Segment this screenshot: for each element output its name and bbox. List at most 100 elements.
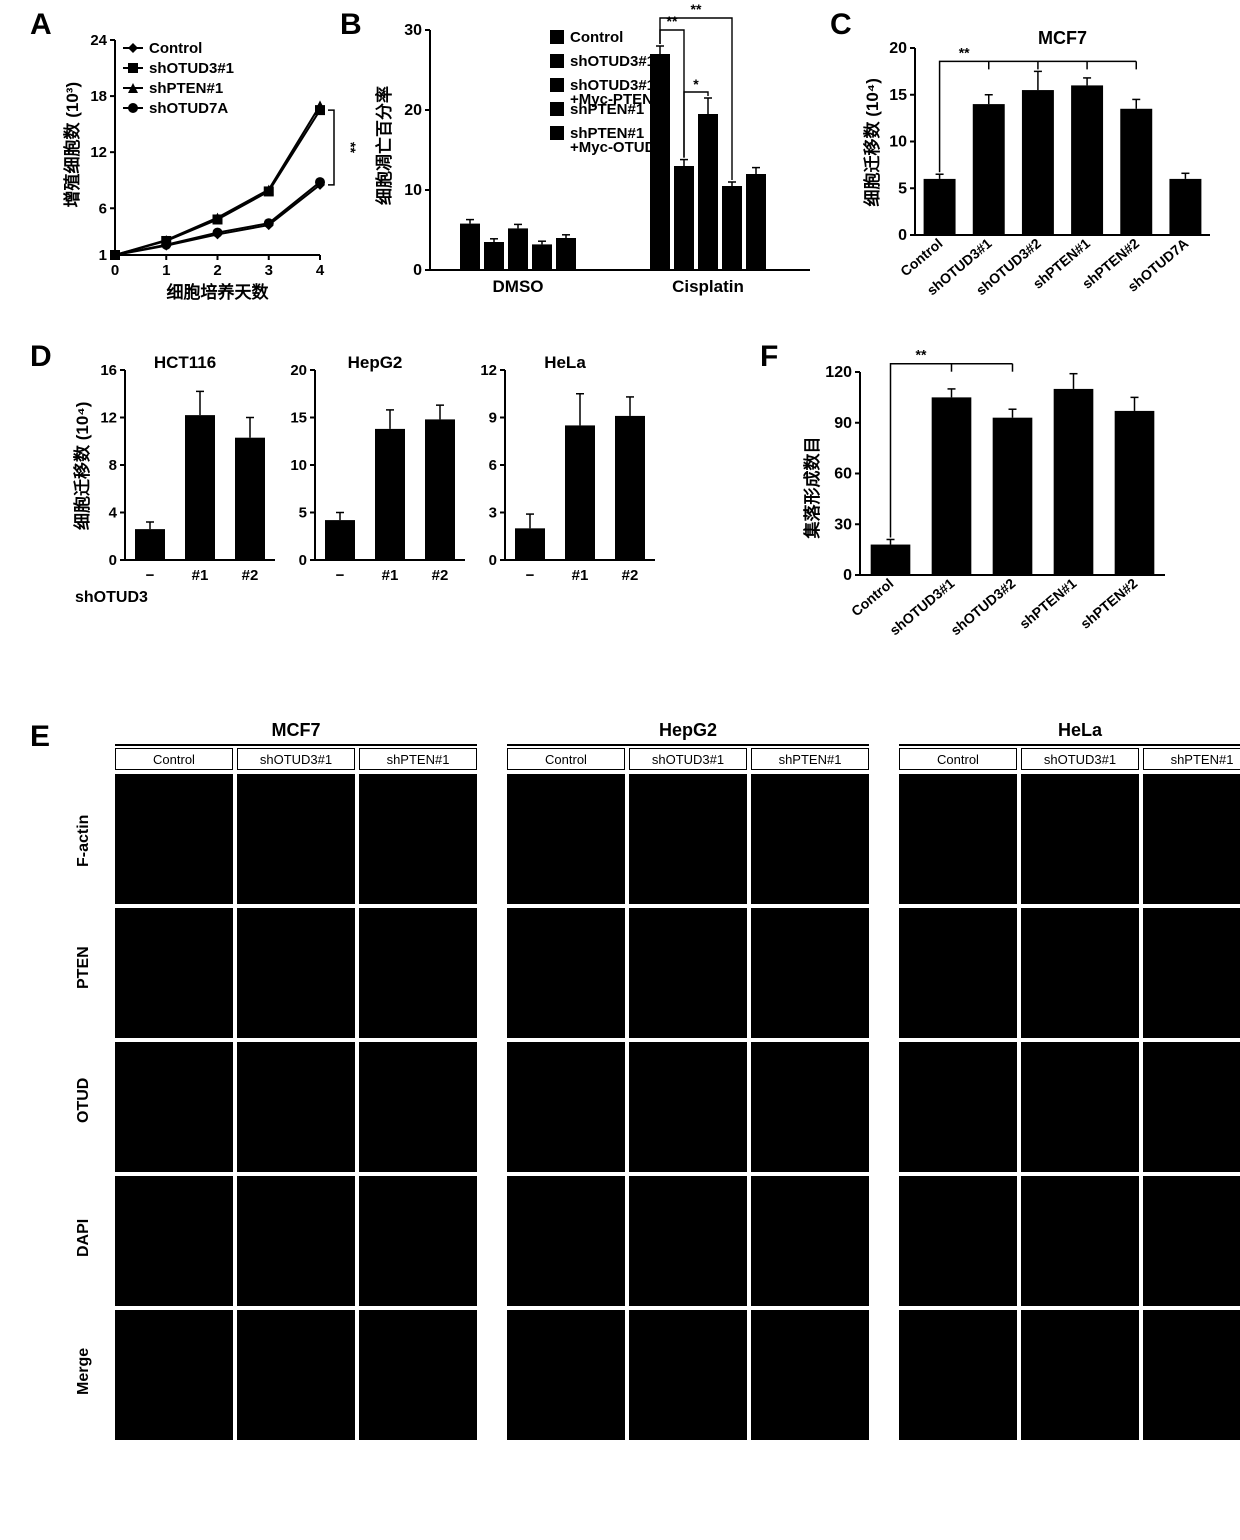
micrograph-cell xyxy=(237,774,355,904)
svg-text:#2: #2 xyxy=(242,567,259,584)
micrograph-cell xyxy=(751,908,869,1038)
row-label: OTUD xyxy=(75,1078,93,1123)
column-header: shPTEN#1 xyxy=(359,748,477,770)
micrograph-cell xyxy=(751,1042,869,1172)
svg-text:HCT116: HCT116 xyxy=(154,353,216,372)
svg-text:120: 120 xyxy=(825,364,852,381)
svg-text:细胞培养天数: 细胞培养天数 xyxy=(167,282,270,302)
cellline-title: HeLa xyxy=(899,720,1240,741)
svg-text:10: 10 xyxy=(404,182,422,199)
svg-text:3: 3 xyxy=(265,262,273,279)
svg-text:−: − xyxy=(526,567,535,584)
panel-d-bar-charts: 细胞迁移数 (10⁴)0481216HCT116−#1#205101520Hep… xyxy=(70,350,710,640)
panel-a-line-chart: 1612182401234增殖细胞数 (10³)细胞培养天数ControlshO… xyxy=(60,30,330,310)
svg-text:15: 15 xyxy=(889,87,907,104)
svg-text:Control: Control xyxy=(570,29,623,46)
svg-text:0: 0 xyxy=(489,552,497,569)
panel-f-bar-chart: 0306090120集落形成数目ControlshOTUD3#1shOTUD3#… xyxy=(800,350,1180,670)
micrograph-cell xyxy=(1021,1042,1139,1172)
micrograph-cell xyxy=(1143,774,1240,904)
micrograph-cell xyxy=(237,1042,355,1172)
panel-label-b: B xyxy=(340,8,362,42)
svg-text:细胞迁移数 (10⁴): 细胞迁移数 (10⁴) xyxy=(862,78,882,206)
svg-text:细胞凋亡百分率: 细胞凋亡百分率 xyxy=(374,86,394,205)
svg-text:20: 20 xyxy=(404,102,422,119)
svg-text:8: 8 xyxy=(109,457,117,474)
svg-text:shPTEN#1: shPTEN#1 xyxy=(1016,575,1079,632)
micrograph-cell xyxy=(629,1310,747,1440)
micrograph-cell xyxy=(629,908,747,1038)
svg-text:shOTUD3#2: shOTUD3#2 xyxy=(947,575,1018,638)
svg-text:0: 0 xyxy=(111,262,119,279)
panel-label-e: E xyxy=(30,720,50,754)
svg-text:集落形成数目: 集落形成数目 xyxy=(802,437,822,540)
micrograph-cell xyxy=(359,1176,477,1306)
svg-text:6: 6 xyxy=(489,457,497,474)
panel-e-micrograph-grid: MCF7ControlshOTUD3#1shPTEN#1HepG2Control… xyxy=(55,720,1225,1520)
column-header: shOTUD3#1 xyxy=(629,748,747,770)
row-label: DAPI xyxy=(75,1219,93,1257)
svg-text:*: * xyxy=(693,76,699,92)
row-label: F-actin xyxy=(75,815,93,867)
panel-c-bar-chart: 05101520细胞迁移数 (10⁴)MCF7ControlshOTUD3#1s… xyxy=(860,20,1220,330)
svg-text:2: 2 xyxy=(213,262,221,279)
svg-text:60: 60 xyxy=(834,466,852,483)
cellline-title: HepG2 xyxy=(507,720,869,741)
micrograph-cell xyxy=(751,1310,869,1440)
svg-text:5: 5 xyxy=(898,180,907,197)
svg-text:−: − xyxy=(146,567,155,584)
svg-text:90: 90 xyxy=(834,415,852,432)
panel-label-d: D xyxy=(30,340,52,374)
svg-text:**: ** xyxy=(959,44,970,60)
svg-text:12: 12 xyxy=(480,362,497,379)
svg-text:16: 16 xyxy=(100,362,117,379)
svg-text:shOTUD3: shOTUD3 xyxy=(75,589,148,606)
svg-text:0: 0 xyxy=(898,227,907,244)
svg-text:增殖细胞数 (10³): 增殖细胞数 (10³) xyxy=(62,82,82,208)
svg-text:**: ** xyxy=(667,13,678,29)
micrograph-cell xyxy=(1021,774,1139,904)
svg-text:4: 4 xyxy=(109,505,118,522)
micrograph-cell xyxy=(115,1310,233,1440)
panel-label-c: C xyxy=(830,8,852,42)
svg-text:shPTEN#1: shPTEN#1 xyxy=(570,101,644,118)
column-header: shPTEN#1 xyxy=(751,748,869,770)
svg-text:#1: #1 xyxy=(382,567,399,584)
svg-text:20: 20 xyxy=(290,362,307,379)
svg-text:**: ** xyxy=(343,142,359,153)
svg-text:4: 4 xyxy=(316,262,325,279)
svg-text:24: 24 xyxy=(90,32,107,49)
svg-text:6: 6 xyxy=(99,200,107,217)
svg-text:**: ** xyxy=(691,1,702,17)
micrograph-cell xyxy=(629,1176,747,1306)
svg-text:1: 1 xyxy=(99,247,107,264)
micrograph-cell xyxy=(507,1042,625,1172)
micrograph-cell xyxy=(237,1310,355,1440)
svg-text:shOTUD3#1: shOTUD3#1 xyxy=(570,53,655,70)
micrograph-cell xyxy=(899,1042,1017,1172)
svg-text:5: 5 xyxy=(299,505,307,522)
svg-text:30: 30 xyxy=(404,22,422,39)
micrograph-cell xyxy=(507,774,625,904)
micrograph-cell xyxy=(751,774,869,904)
svg-text:0: 0 xyxy=(413,262,422,279)
svg-text:shOTUD3#1: shOTUD3#1 xyxy=(149,60,234,77)
micrograph-cell xyxy=(1021,908,1139,1038)
micrograph-cell xyxy=(629,774,747,904)
micrograph-cell xyxy=(359,908,477,1038)
svg-text:9: 9 xyxy=(489,410,497,427)
svg-text:shPTEN#2: shPTEN#2 xyxy=(1077,575,1140,632)
svg-text:30: 30 xyxy=(834,516,852,533)
svg-text:#2: #2 xyxy=(622,567,639,584)
micrograph-cell xyxy=(1143,1042,1240,1172)
micrograph-cell xyxy=(899,908,1017,1038)
column-header: Control xyxy=(507,748,625,770)
micrograph-cell xyxy=(115,1176,233,1306)
svg-text:10: 10 xyxy=(290,457,307,474)
panel-label-a: A xyxy=(30,8,52,42)
svg-text:18: 18 xyxy=(90,88,107,105)
row-label: PTEN xyxy=(75,946,93,989)
svg-text:20: 20 xyxy=(889,40,907,57)
svg-text:1: 1 xyxy=(162,262,170,279)
column-header: shOTUD3#1 xyxy=(1021,748,1139,770)
